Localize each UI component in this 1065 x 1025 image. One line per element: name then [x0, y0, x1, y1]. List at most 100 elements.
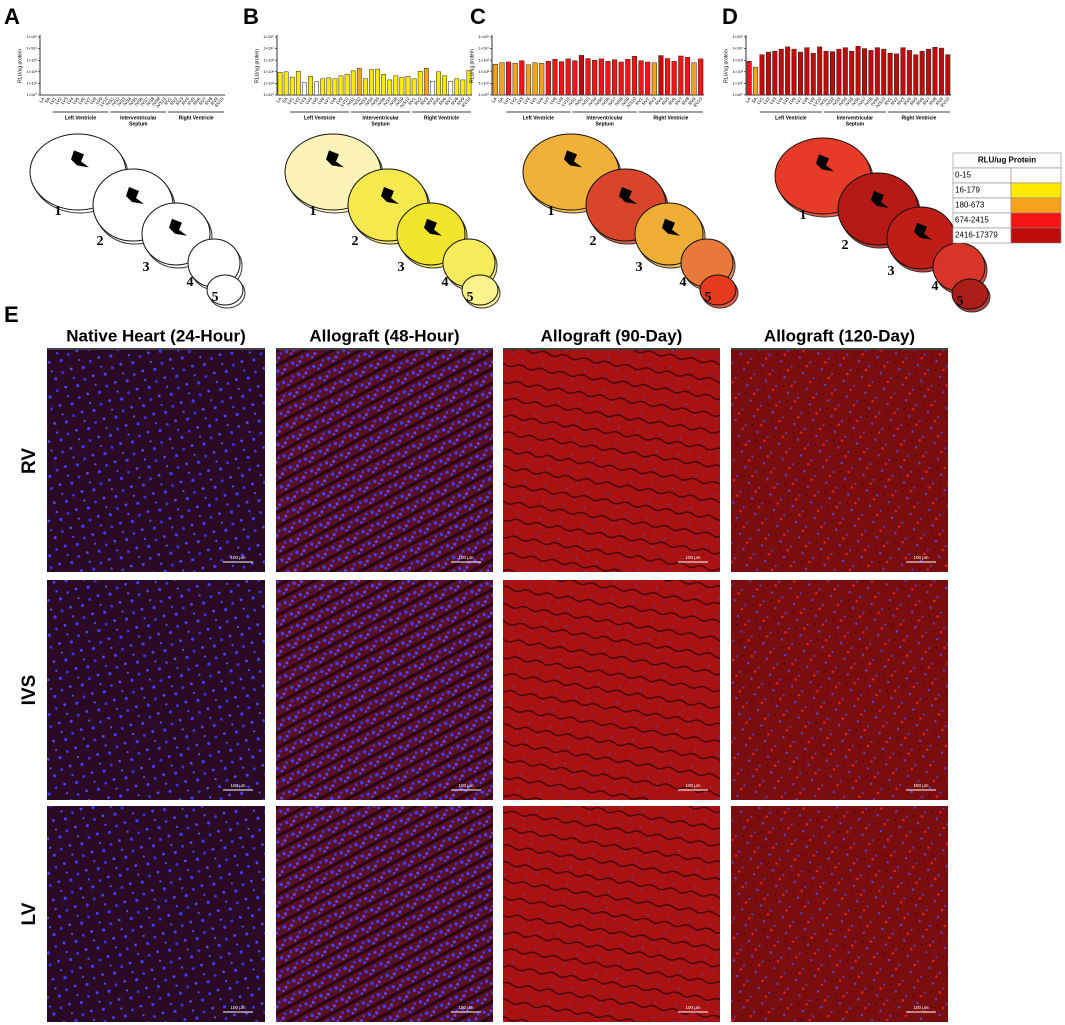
x-tick-label: IVS5: [128, 96, 138, 107]
x-tick-label: IVS2: [574, 96, 584, 107]
bar: [817, 46, 823, 96]
x-tick-label: IVS1: [567, 96, 577, 107]
bar: [505, 61, 512, 96]
micrograph: [731, 806, 948, 1022]
bar: [417, 71, 423, 96]
x-tick-label: IVS6: [601, 96, 611, 107]
heart-slice: [206, 274, 244, 306]
bar: [759, 54, 765, 96]
bar: [326, 77, 332, 96]
micrograph: [503, 806, 720, 1022]
scale-bar-label: 100 μm: [913, 1005, 928, 1010]
x-tick-label: RV10: [939, 96, 950, 108]
x-tick-label: IVS5: [844, 96, 854, 107]
bar: [519, 60, 525, 96]
x-tick-label: IVS1: [105, 96, 115, 107]
bar: [829, 51, 835, 96]
x-tick-label: IVS6: [376, 96, 386, 107]
panel-label: E: [4, 302, 19, 327]
region-label: Right Ventricle: [424, 115, 459, 121]
legend-swatch: [1010, 167, 1062, 184]
region-label: Left Ventricle: [523, 115, 555, 121]
x-tick-label: LV6: [77, 96, 86, 105]
bar: [572, 60, 578, 96]
bar: [448, 81, 454, 96]
x-tick-label: IVS3: [116, 96, 126, 107]
bar: [430, 81, 435, 96]
x-tick-label: RV8: [928, 96, 938, 106]
section-number: 5: [212, 290, 219, 305]
x-tick-label: RV7: [922, 96, 932, 106]
x-tick-label: RV5: [186, 96, 196, 106]
y-tick-label: 1×10⁰: [26, 92, 37, 97]
legend-swatch: [1010, 212, 1062, 229]
x-tick-label: IVS7: [607, 96, 617, 107]
bar: [625, 59, 631, 96]
heart-cavity: [381, 187, 399, 204]
x-tick-label: LV5: [311, 96, 320, 105]
bar: [565, 58, 571, 96]
y-axis-label: RLU/ug protein: [254, 49, 260, 83]
heart-cavity: [914, 222, 932, 240]
section-number: 2: [842, 238, 849, 253]
bar: [932, 47, 938, 96]
x-tick-label: LV2: [509, 96, 518, 105]
panel-label: A: [4, 4, 20, 29]
x-tick-label: LV5: [782, 96, 791, 105]
bar: [525, 64, 532, 96]
x-tick-label: LV7: [83, 96, 92, 105]
bar: [671, 61, 677, 96]
x-tick-label: RV3: [420, 96, 430, 106]
x-tick-label: LV5: [529, 96, 538, 105]
x-tick-label: IVS4: [122, 96, 132, 107]
x-tick-label: LV2: [762, 96, 771, 105]
x-tick-label: RV6: [438, 96, 448, 106]
heart-slice: [699, 274, 737, 306]
bar: [753, 66, 759, 96]
bar: [369, 69, 374, 96]
x-tick-label: IVS9: [620, 96, 630, 107]
bar: [836, 48, 842, 96]
y-tick-label: 1×10³: [264, 57, 275, 62]
x-tick-label: RV8: [204, 96, 214, 106]
x-tick-label: IVS5: [370, 96, 380, 107]
y-tick-label: 1×10¹: [733, 80, 744, 85]
x-tick-label: LV2: [292, 96, 301, 105]
x-tick-label: IVS7: [140, 96, 150, 107]
x-tick-label: RV9: [687, 96, 697, 106]
bar: [405, 76, 411, 96]
section-number: 5: [467, 290, 474, 305]
section-number: 3: [888, 264, 895, 279]
region-label: Right Ventricle: [901, 115, 936, 121]
heart-cavity: [71, 150, 89, 168]
bar: [772, 50, 778, 96]
legend-label: 16-179: [955, 186, 980, 195]
micrograph: [503, 580, 720, 800]
x-tick-label: RV2: [890, 96, 900, 106]
bar: [283, 71, 289, 96]
x-tick-label: IVS7: [857, 96, 867, 107]
bar: [436, 71, 441, 96]
heart-cavity: [662, 218, 680, 236]
bar: [894, 53, 900, 96]
section-number: 2: [97, 234, 104, 249]
micrograph: [47, 806, 265, 1022]
x-tick-label: RV9: [456, 96, 466, 106]
x-tick-label: RV5: [909, 96, 919, 106]
bar: [442, 75, 447, 96]
x-tick-label: IVS8: [388, 96, 398, 107]
panel-label: D: [722, 4, 738, 29]
x-tick-label: RV3: [896, 96, 906, 106]
x-tick-label: LV9: [807, 96, 816, 105]
x-tick-label: LV1: [48, 96, 57, 105]
x-tick-label: IVS6: [851, 96, 861, 107]
bar: [411, 78, 417, 96]
bar: [289, 76, 295, 96]
x-tick-label: LV7: [542, 96, 551, 105]
x-tick-label: RV10: [461, 96, 472, 108]
bar: [585, 58, 591, 96]
section-number: 1: [55, 204, 62, 219]
region-label: Interventricular: [362, 115, 398, 121]
y-tick-label: 1×10²: [733, 69, 744, 74]
